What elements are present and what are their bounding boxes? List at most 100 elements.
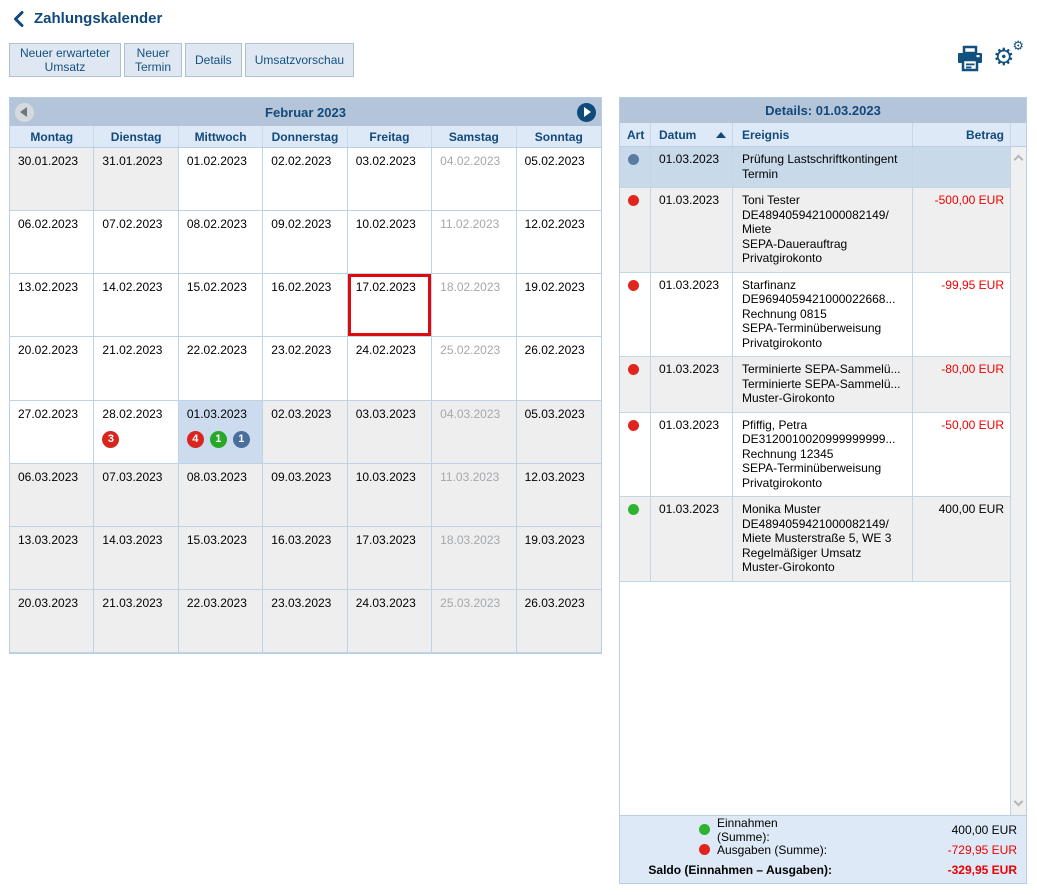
- calendar-cell[interactable]: 18.03.2023: [432, 526, 517, 590]
- ereignis-line: DE3120010020999999999...: [742, 432, 896, 446]
- calendar-cell[interactable]: 20.02.2023: [10, 337, 95, 401]
- calendar-cell[interactable]: 14.03.2023: [94, 526, 179, 590]
- calendar-cell[interactable]: 19.03.2023: [516, 526, 601, 590]
- calendar-cell[interactable]: 16.03.2023: [263, 526, 348, 590]
- calendar-cell[interactable]: 17.03.2023: [347, 526, 433, 590]
- details-row[interactable]: 01.03.2023 Pfiffig, Petra DE31200100209999…: [620, 412, 1011, 497]
- red-count-badge: 4: [186, 430, 204, 448]
- calendar-cell[interactable]: 13.02.2023: [10, 274, 95, 338]
- calendar-cell[interactable]: 06.03.2023: [10, 463, 95, 527]
- calendar-cell[interactable]: 25.02.2023: [432, 337, 517, 401]
- calendar-cell[interactable]: 24.02.2023: [347, 337, 433, 401]
- calendar-cell[interactable]: 04.03.2023: [432, 400, 517, 464]
- summary-row-saldo-einnahmen-ausgaben: Saldo (Einnahmen – Ausgaben): -329,95 EUR: [620, 860, 1017, 880]
- calendar-cell-date: 23.02.2023: [271, 343, 332, 358]
- next-month-button[interactable]: [577, 102, 596, 122]
- print-button[interactable]: [956, 45, 984, 72]
- column-header-betrag[interactable]: Betrag: [913, 123, 1011, 146]
- calendar-cell[interactable]: 26.03.2023: [516, 589, 601, 653]
- calendar-cell[interactable]: 01.02.2023: [178, 148, 264, 212]
- calendar-cell[interactable]: 04.02.2023: [432, 148, 517, 212]
- calendar-cell[interactable]: 10.03.2023: [347, 463, 433, 527]
- calendar-cell[interactable]: 20.03.2023: [10, 589, 95, 653]
- button-neuer-termin[interactable]: Neuer Termin: [124, 43, 182, 77]
- calendar-cell[interactable]: 28.02.2023 3: [94, 400, 179, 464]
- calendar-cell[interactable]: 06.02.2023: [10, 211, 95, 275]
- calendar-cell[interactable]: 03.03.2023: [347, 400, 433, 464]
- calendar-cell[interactable]: 12.02.2023: [516, 211, 601, 275]
- calendar-cell[interactable]: 02.03.2023: [263, 400, 348, 464]
- prev-month-button[interactable]: [15, 102, 34, 122]
- calendar-cell[interactable]: 03.02.2023: [347, 148, 433, 212]
- calendar-cell[interactable]: 30.01.2023: [10, 148, 95, 212]
- details-row[interactable]: 01.03.2023 Monika Muster DE489405942100008…: [620, 497, 1011, 582]
- calendar-cell[interactable]: 11.02.2023: [432, 211, 517, 275]
- column-header-datum[interactable]: Datum: [651, 123, 733, 146]
- calendar-cell[interactable]: 17.02.2023: [347, 274, 433, 338]
- ereignis-line: SEPA-Terminüberweisung: [742, 321, 882, 335]
- calendar-cell-date: 26.02.2023: [524, 343, 585, 358]
- ereignis-line: Monika Muster: [742, 502, 821, 516]
- calendar-cell-date: 20.03.2023: [18, 595, 79, 610]
- details-row[interactable]: 01.03.2023 Terminierte SEPA-Sammelü... Ter…: [620, 357, 1011, 413]
- calendar-cell[interactable]: 05.02.2023: [516, 148, 601, 212]
- calendar-cell[interactable]: 31.01.2023: [94, 148, 179, 212]
- calendar-cell[interactable]: 10.02.2023: [347, 211, 433, 275]
- calendar-cell[interactable]: 18.02.2023: [432, 274, 517, 338]
- calendar-cell[interactable]: 22.02.2023: [178, 337, 264, 401]
- calendar-cell[interactable]: 13.03.2023: [10, 526, 95, 590]
- details-row[interactable]: 01.03.2023 Starfinanz DE969405942100002266…: [620, 272, 1011, 357]
- details-row[interactable]: 01.03.2023 Prüfung Lastschriftkontingent T…: [620, 147, 1011, 188]
- details-scrollbar[interactable]: [1011, 147, 1026, 815]
- calendar-cell[interactable]: 07.03.2023: [94, 463, 179, 527]
- button-neuer-erwarteter-umsatz[interactable]: Neuer erwarteter Umsatz: [9, 43, 121, 77]
- calendar-cell[interactable]: 23.03.2023: [263, 589, 348, 653]
- row-art-cell: [620, 357, 651, 412]
- details-row[interactable]: 01.03.2023 Toni Tester DE48940594210000821…: [620, 188, 1011, 273]
- calendar-cell-date: 06.02.2023: [18, 217, 79, 232]
- calendar-cell[interactable]: 21.03.2023: [94, 589, 179, 653]
- calendar-cell[interactable]: 07.02.2023: [94, 211, 179, 275]
- calendar-cell[interactable]: 26.02.2023: [516, 337, 601, 401]
- calendar-cell[interactable]: 27.02.2023: [10, 400, 95, 464]
- calendar-cell[interactable]: 21.02.2023: [94, 337, 179, 401]
- calendar-cell[interactable]: 23.02.2023: [263, 337, 348, 401]
- column-header-label: Datum: [659, 127, 697, 142]
- calendar-cell-date: 05.02.2023: [524, 154, 585, 168]
- calendar-cell-date: 14.02.2023: [102, 280, 163, 295]
- back-button[interactable]: [12, 10, 25, 27]
- button-umsatzvorschau[interactable]: Umsatzvorschau: [244, 43, 355, 77]
- calendar-cell-date: 21.03.2023: [102, 595, 163, 610]
- red-dot-icon: [628, 279, 639, 291]
- calendar-cell[interactable]: 08.02.2023: [178, 211, 264, 275]
- calendar-cell[interactable]: 16.02.2023: [263, 274, 348, 338]
- calendar-cell[interactable]: 09.03.2023: [263, 463, 348, 527]
- calendar-cell[interactable]: 01.03.2023 4 1 1: [178, 400, 264, 464]
- calendar-cell-date: 05.03.2023: [524, 406, 585, 421]
- calendar-cell[interactable]: 15.03.2023: [178, 526, 264, 590]
- settings-button[interactable]: ⚙ ⚙: [993, 40, 1024, 73]
- calendar-cell[interactable]: 19.02.2023: [516, 274, 601, 338]
- calendar-cell[interactable]: 08.03.2023: [178, 463, 264, 527]
- calendar-cell[interactable]: 15.02.2023: [178, 274, 264, 338]
- calendar-cell[interactable]: 14.02.2023: [94, 274, 179, 338]
- calendar-cell[interactable]: 22.03.2023: [178, 589, 264, 653]
- calendar-cell[interactable]: 12.03.2023: [516, 463, 601, 527]
- button-details[interactable]: Details: [185, 43, 242, 77]
- column-header-ereignis[interactable]: Ereignis: [733, 123, 913, 146]
- day-header-freitag: Freitag: [348, 126, 433, 147]
- calendar-cell[interactable]: 25.03.2023: [432, 589, 517, 653]
- column-header-art[interactable]: Art: [620, 123, 651, 146]
- calendar-cell[interactable]: 05.03.2023: [516, 400, 601, 464]
- scroll-down-icon[interactable]: [1013, 796, 1024, 807]
- calendar-cell[interactable]: 02.02.2023: [263, 148, 348, 212]
- calendar-cell[interactable]: 24.03.2023: [347, 589, 433, 653]
- calendar-cell[interactable]: 11.03.2023: [432, 463, 517, 527]
- scroll-up-icon[interactable]: [1013, 154, 1024, 165]
- print-icon: [958, 45, 982, 71]
- ereignis-line: Prüfung Lastschriftkontingent: [742, 152, 898, 166]
- toolbar-icons: ⚙ ⚙: [956, 40, 1028, 73]
- calendar-cell[interactable]: 09.02.2023: [263, 211, 348, 275]
- calendar-cell-date: 19.03.2023: [524, 532, 585, 547]
